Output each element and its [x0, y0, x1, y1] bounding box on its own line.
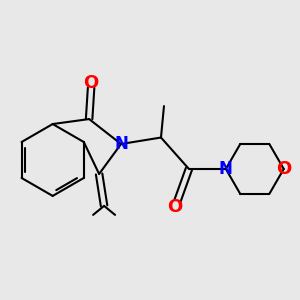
Text: O: O [276, 160, 291, 178]
Text: O: O [83, 74, 99, 92]
Text: N: N [219, 160, 233, 178]
Text: O: O [167, 198, 183, 216]
Text: N: N [114, 135, 128, 153]
